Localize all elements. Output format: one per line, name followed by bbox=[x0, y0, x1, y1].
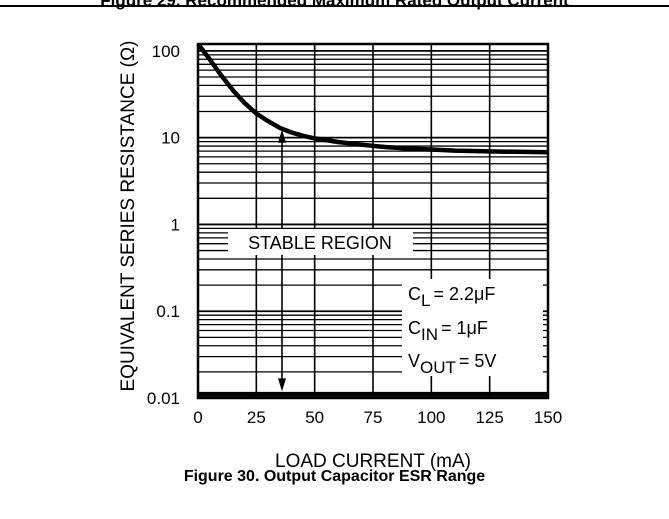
arrowhead-up bbox=[278, 129, 286, 143]
y-tick-label: 10 bbox=[161, 129, 180, 148]
condition-out: VOUT = 5V bbox=[408, 351, 496, 377]
conditions-background bbox=[402, 279, 543, 376]
series-layer bbox=[196, 42, 549, 397]
x-tick-label: 75 bbox=[364, 408, 383, 427]
plot-frame bbox=[196, 42, 550, 400]
tick-labels: 0 25 50 75 100 125 150 100 10 1 0.1 0.01 bbox=[147, 42, 562, 427]
arrowhead-down bbox=[278, 378, 286, 392]
annotation-backgrounds bbox=[228, 229, 543, 376]
x-tick-label: 25 bbox=[247, 408, 266, 427]
y-tick-label: 0.01 bbox=[147, 389, 180, 408]
x-tick-label: 100 bbox=[417, 408, 445, 427]
stable-region-label-background bbox=[228, 229, 413, 255]
y-axis-label: EQUIVALENT SERIES RESISTANCE (Ω) bbox=[118, 41, 139, 392]
arrows bbox=[278, 129, 286, 392]
y-tick-label: 0.1 bbox=[156, 302, 180, 321]
x-axis-label: LOAD CURRENT (mA) bbox=[275, 451, 471, 472]
stable-region-label: STABLE REGION bbox=[248, 233, 392, 253]
condition-in: CIN = 1μF bbox=[408, 318, 488, 344]
x-tick-label: 150 bbox=[534, 408, 562, 427]
top-rule bbox=[0, 5, 669, 7]
esr-upper-boundary-line bbox=[196, 42, 549, 155]
y-tick-label: 100 bbox=[152, 42, 180, 61]
x-tick-label: 50 bbox=[305, 408, 324, 427]
condition-l: CL = 2.2μF bbox=[408, 284, 495, 310]
previous-figure-caption: Figure 29. Recommended Maximum Rated Out… bbox=[100, 0, 569, 10]
conditions: CL = 2.2μF CIN = 1μF VOUT = 5V bbox=[408, 284, 496, 377]
x-tick-label: 125 bbox=[475, 408, 503, 427]
x-tick-label: 0 bbox=[193, 408, 202, 427]
y-tick-label: 1 bbox=[171, 215, 180, 234]
figure-caption: Figure 30. Output Capacitor ESR Range bbox=[183, 468, 486, 485]
